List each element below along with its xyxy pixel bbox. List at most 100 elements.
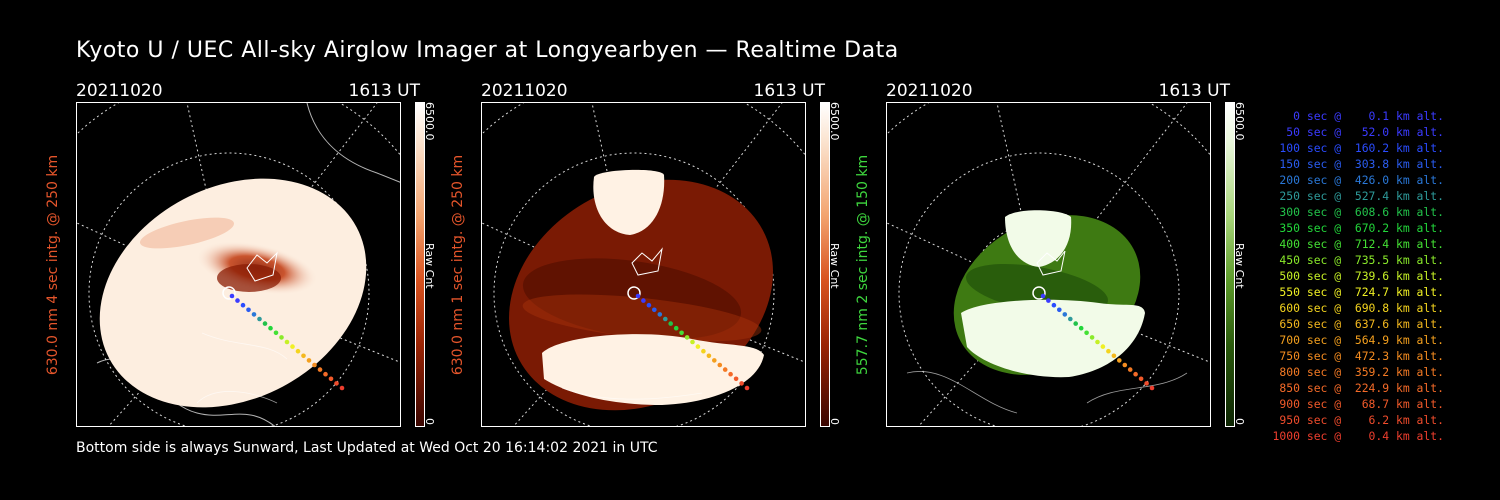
bright-aurora-north bbox=[1005, 210, 1072, 267]
trajectory-point bbox=[1078, 325, 1084, 331]
trajectory-point bbox=[251, 312, 257, 317]
trajectory-point bbox=[712, 358, 717, 363]
trajectory-point bbox=[663, 316, 668, 322]
trajectory-point bbox=[1040, 293, 1046, 299]
allsky-image bbox=[76, 102, 401, 427]
trajectory-point bbox=[1073, 321, 1078, 326]
trajectory-point bbox=[284, 339, 290, 345]
trajectory-point bbox=[684, 335, 690, 340]
colorbar-max: 6500.0 bbox=[828, 102, 841, 141]
colorbar-label: Raw Cnt bbox=[423, 243, 436, 289]
allsky-image bbox=[886, 102, 1211, 427]
trajectory-point bbox=[657, 312, 663, 317]
trajectory-point bbox=[268, 325, 273, 331]
trajectory-point bbox=[1149, 385, 1155, 391]
imager-panel-1: 20211020 1613 UT 630.0 nm 4 sec intg. @ … bbox=[45, 80, 496, 440]
colorbar-min: 0 bbox=[828, 418, 841, 425]
trajectory-point bbox=[1133, 371, 1138, 377]
legend-entry: 0 sec @ 0.1 km alt. bbox=[1293, 109, 1444, 123]
trajectory-point bbox=[728, 371, 733, 377]
legend-entry: 100 sec @ 160.2 km alt. bbox=[1279, 141, 1444, 155]
legend-entry: 850 sec @ 224.9 km alt. bbox=[1279, 381, 1444, 395]
trajectory-point bbox=[1062, 312, 1068, 317]
trajectory-point bbox=[1068, 316, 1073, 322]
legend-entry: 500 sec @ 739.6 km alt. bbox=[1279, 269, 1444, 283]
legend-entry: 700 sec @ 564.9 km alt. bbox=[1279, 333, 1444, 347]
legend-entry: 250 sec @ 527.4 km alt. bbox=[1279, 189, 1444, 203]
colorbar-label: Raw Cnt bbox=[1233, 243, 1246, 289]
panel-date: 20211020 bbox=[481, 81, 568, 101]
legend-entry: 300 sec @ 608.6 km alt. bbox=[1279, 205, 1444, 219]
panel-date: 20211020 bbox=[76, 81, 163, 101]
legend-entry: 650 sec @ 637.6 km alt. bbox=[1279, 317, 1444, 331]
allsky-image-svg bbox=[77, 103, 400, 426]
legend-entry: 400 sec @ 712.4 km alt. bbox=[1279, 237, 1444, 251]
trajectory-point bbox=[323, 371, 328, 377]
trajectory-point bbox=[1122, 362, 1128, 368]
trajectory-point bbox=[652, 307, 657, 313]
trajectory-point bbox=[301, 353, 306, 359]
panel-ylabel-text: 557.7 nm 2 sec intg. @ 150 km bbox=[855, 154, 871, 376]
trajectory-point bbox=[1057, 307, 1062, 313]
allsky-image-svg bbox=[887, 103, 1210, 426]
trajectory-point bbox=[295, 348, 301, 354]
trajectory-point bbox=[246, 307, 251, 313]
trajectory-point bbox=[701, 348, 706, 354]
trajectory-point bbox=[1117, 358, 1122, 363]
panel-time: 1613 UT bbox=[1158, 81, 1231, 101]
bright-aurora-south bbox=[961, 299, 1145, 378]
trajectory-point bbox=[1095, 339, 1100, 345]
legend-entry: 1000 sec @ 0.4 km alt. bbox=[1272, 429, 1444, 443]
panel-time: 1613 UT bbox=[348, 81, 421, 101]
trajectory-point bbox=[317, 367, 323, 372]
trajectory-point bbox=[695, 344, 701, 349]
trajectory-point bbox=[744, 385, 750, 391]
panel-time: 1613 UT bbox=[753, 81, 826, 101]
trajectory-point bbox=[679, 330, 684, 336]
station-marker bbox=[222, 286, 236, 300]
colorbar-max: 6500.0 bbox=[423, 102, 436, 141]
colorbar bbox=[1225, 102, 1235, 427]
page-title: Kyoto U / UEC All-sky Airglow Imager at … bbox=[76, 38, 899, 63]
trajectory-point bbox=[257, 316, 262, 322]
legend-entry: 350 sec @ 670.2 km alt. bbox=[1279, 221, 1444, 235]
legend-entry: 450 sec @ 735.5 km alt. bbox=[1279, 253, 1444, 267]
trajectory-point bbox=[673, 325, 679, 331]
allsky-image bbox=[481, 102, 806, 427]
trajectory-point bbox=[1106, 348, 1111, 354]
trajectory-point bbox=[240, 302, 246, 308]
trajectory-point bbox=[635, 293, 641, 299]
trajectory-point bbox=[229, 293, 235, 299]
imager-panel-2: 20211020 1613 UT 630.0 nm 1 sec intg. @ … bbox=[450, 80, 901, 440]
trajectory-point bbox=[339, 385, 345, 391]
bright-aurora-south bbox=[542, 334, 764, 405]
legend-entry: 200 sec @ 426.0 km alt. bbox=[1279, 173, 1444, 187]
station-marker bbox=[1032, 286, 1046, 300]
trajectory-point bbox=[334, 381, 339, 386]
colorbar-max: 6500.0 bbox=[1233, 102, 1246, 141]
trajectory-point bbox=[273, 330, 279, 336]
legend-entry: 50 sec @ 52.0 km alt. bbox=[1286, 125, 1444, 139]
trajectory-track bbox=[635, 293, 750, 391]
trajectory-point bbox=[1100, 344, 1106, 349]
trajectory-point bbox=[279, 335, 284, 340]
trajectory-point bbox=[262, 321, 268, 326]
legend-entry: 600 sec @ 690.8 km alt. bbox=[1279, 301, 1444, 315]
trajectory-point bbox=[1111, 353, 1117, 359]
trajectory-point bbox=[641, 298, 646, 303]
legend-entry: 800 sec @ 359.2 km alt. bbox=[1279, 365, 1444, 379]
colorbar-label: Raw Cnt bbox=[828, 243, 841, 289]
trajectory-point bbox=[1144, 381, 1149, 386]
footer-note: Bottom side is always Sunward, Last Upda… bbox=[76, 440, 658, 456]
trajectory-point bbox=[1127, 367, 1133, 372]
panel-ylabel-text: 630.0 nm 1 sec intg. @ 250 km bbox=[450, 154, 466, 376]
trajectory-point bbox=[306, 358, 312, 363]
colorbar bbox=[820, 102, 830, 427]
trajectory-point bbox=[1089, 335, 1095, 340]
trajectory-point bbox=[1084, 330, 1089, 336]
altitude-legend: 0 sec @ 0.1 km alt. 50 sec @ 52.0 km alt.… bbox=[1268, 108, 1444, 444]
trajectory-point bbox=[290, 344, 295, 349]
station-marker bbox=[627, 286, 641, 300]
panel-date: 20211020 bbox=[886, 81, 973, 101]
colorbar bbox=[415, 102, 425, 427]
